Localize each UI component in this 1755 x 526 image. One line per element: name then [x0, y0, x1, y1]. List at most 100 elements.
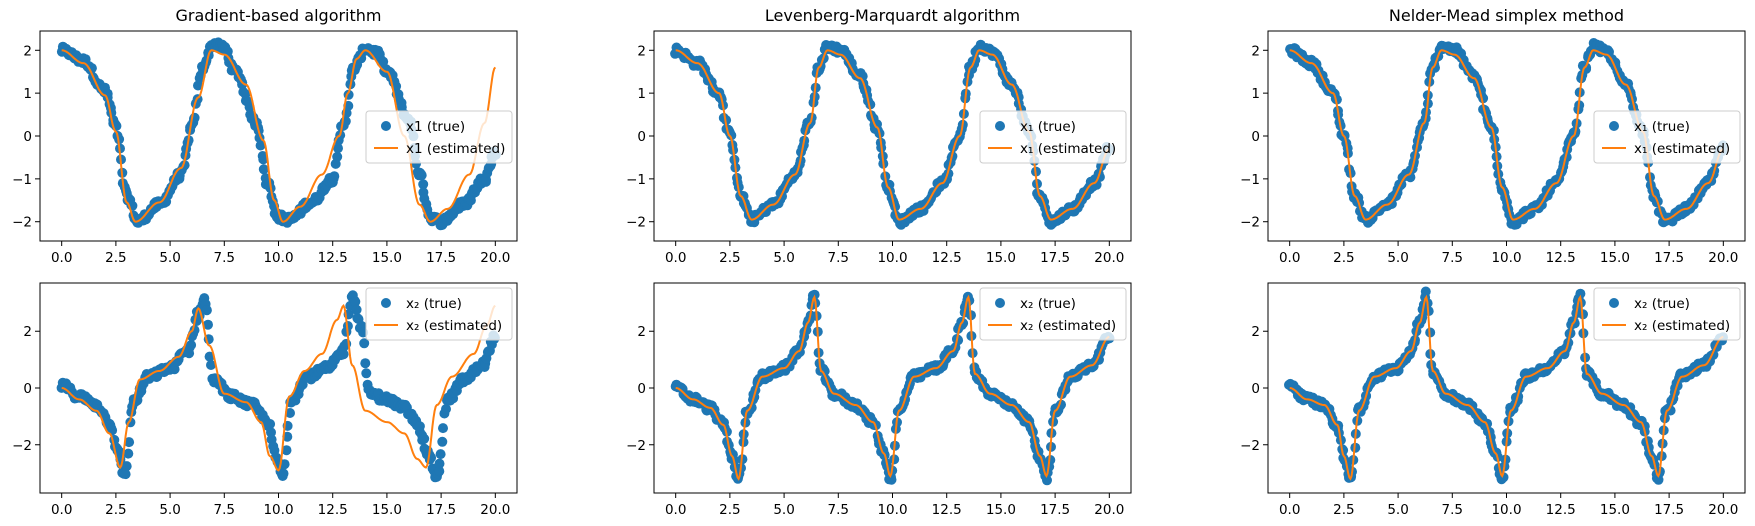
x-tick-label: 7.5: [828, 502, 849, 518]
y-tick-label: 2: [23, 43, 32, 59]
x-tick-label: 17.5: [426, 250, 456, 266]
legend-box: [979, 287, 1127, 341]
scatter-point: [121, 461, 132, 472]
subplot-gradient-x2: 0.0 2.5 5.0 7.5 10.0 12.5 15.0 17.5 20.0 2 0 −2 x₂ (…: [12, 282, 518, 518]
legend: x₂ (true) x₂ (estimated): [979, 287, 1127, 341]
x-tick-label: 2.5: [105, 250, 126, 266]
y-tick-label: −2: [1240, 215, 1260, 231]
legend: x1 (true) x1 (estimated): [365, 110, 513, 164]
x-tick-label: 5.0: [1387, 502, 1408, 518]
scatter-point: [186, 340, 197, 350]
y-tick-label: −1: [1240, 172, 1260, 188]
plot-area: [1284, 286, 1728, 485]
plot-area: [670, 39, 1115, 230]
x-tick-label: 12.5: [932, 250, 962, 266]
y-tick-label: 0: [1251, 381, 1260, 397]
estimated-line: [1289, 49, 1724, 221]
subplot-lm-x2: 0.0 2.5 5.0 7.5 10.0 12.5 15.0 17.5 20.0 2 0 −2 x₂ (…: [626, 282, 1132, 518]
x-tick-label: 12.5: [318, 250, 348, 266]
y-tick-label: 0: [637, 381, 646, 397]
x-tick-label: 10.0: [877, 502, 907, 518]
plot-area: [56, 37, 501, 231]
legend-marker: [995, 121, 1005, 131]
scatter-point: [1042, 475, 1052, 486]
scatter-point: [416, 170, 427, 181]
legend-marker: [1609, 298, 1619, 308]
scatter-point: [886, 474, 897, 485]
scatter-point: [1420, 286, 1431, 297]
scatter-point: [441, 404, 451, 414]
legend-marker: [995, 298, 1005, 308]
y-tick-label: −2: [1240, 438, 1260, 454]
x-tick-label: 17.5: [1654, 250, 1684, 266]
y-tick-label: 2: [1251, 324, 1260, 340]
scatter-point: [237, 79, 248, 90]
legend-label: x₂ (true): [1020, 296, 1076, 312]
legend-label: x₂ (estimated): [406, 318, 502, 334]
axes-title: Nelder-Mead simplex method: [1389, 6, 1624, 25]
x-tick-label: 12.5: [932, 502, 962, 518]
x-tick-label: 12.5: [318, 502, 348, 518]
scatter-point: [279, 459, 290, 470]
x-tick-label: 20.0: [480, 502, 510, 518]
scatter-point: [255, 140, 266, 151]
x-tick-label: 20.0: [1094, 250, 1124, 266]
x-tick-label: 15.0: [372, 502, 402, 518]
x-tick-label: 12.5: [1546, 502, 1576, 518]
x-tick-label: 7.5: [1442, 502, 1463, 518]
legend-box: [365, 287, 513, 341]
scatter-point: [418, 179, 429, 190]
y-tick-label: 2: [23, 324, 32, 340]
x-tick-label: 15.0: [986, 502, 1016, 518]
y-tick-label: 2: [637, 324, 646, 340]
scatter-point: [361, 368, 372, 379]
scatter-point: [333, 143, 343, 154]
scatter-point: [258, 164, 269, 175]
legend-label: x₁ (estimated): [1020, 141, 1116, 157]
legend-label: x₁ (estimated): [1634, 141, 1730, 157]
legend-label: x₂ (estimated): [1020, 318, 1116, 334]
scatter-point: [204, 351, 215, 362]
legend-box: [1593, 110, 1741, 164]
x-tick-label: 10.0: [263, 502, 293, 518]
scatter-point: [419, 433, 430, 444]
scatter-point: [203, 319, 213, 330]
scatter-point: [124, 437, 135, 448]
x-tick-label: 12.5: [1546, 250, 1576, 266]
y-tick-label: −2: [626, 215, 646, 231]
y-tick-label: 0: [637, 129, 646, 145]
x-tick-label: 2.5: [1333, 250, 1354, 266]
x-tick-label: 0.0: [665, 250, 686, 266]
scatter-point: [338, 349, 349, 360]
x-tick-label: 20.0: [1708, 502, 1738, 518]
legend-box: [1593, 287, 1741, 341]
legend-label: x1 (estimated): [406, 141, 505, 157]
legend-label: x₂ (true): [1634, 296, 1690, 312]
scatter-point: [1045, 455, 1056, 465]
y-tick-label: 1: [637, 86, 646, 102]
estimated-line: [675, 294, 1110, 481]
y-tick-label: 1: [23, 86, 32, 102]
scatter-point: [189, 325, 200, 336]
y-tick-label: 2: [637, 43, 646, 59]
y-tick-label: −2: [12, 438, 32, 454]
legend-label: x₁ (true): [1634, 119, 1690, 135]
scatter-point: [350, 296, 361, 307]
subplot-gradient-x1: Gradient-based algorithm 0.0 2.5 5.0 7.5 10.0…: [12, 6, 518, 266]
scatter-point: [434, 458, 445, 469]
estimated-line: [675, 49, 1110, 221]
legend: x₂ (true) x₂ (estimated): [365, 287, 513, 341]
scatter-point: [258, 154, 269, 165]
legend-marker: [381, 121, 391, 131]
x-tick-label: 15.0: [372, 250, 402, 266]
scatter-point: [819, 366, 830, 377]
x-tick-label: 2.5: [719, 250, 740, 266]
x-tick-label: 20.0: [480, 250, 510, 266]
scatter-point: [378, 56, 389, 67]
scatter-point: [1665, 405, 1676, 416]
x-tick-label: 5.0: [773, 502, 794, 518]
x-tick-label: 7.5: [214, 502, 235, 518]
y-tick-label: 0: [23, 381, 32, 397]
